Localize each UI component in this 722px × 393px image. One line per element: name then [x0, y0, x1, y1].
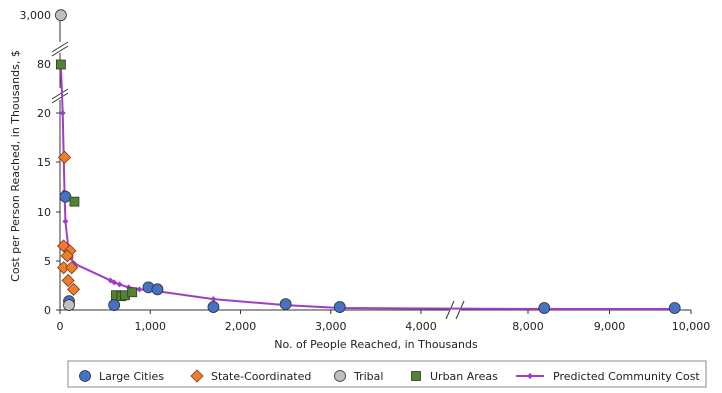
- predicted-community-cost-point: [116, 281, 123, 288]
- y-axis-break-mark: [51, 92, 69, 104]
- tribal-point: [63, 299, 75, 311]
- large-cities-point: [279, 298, 292, 310]
- legend-item-large-cities: Large Cities: [79, 370, 164, 383]
- large-cities-point: [538, 302, 551, 314]
- marks: [55, 9, 681, 314]
- predicted-community-cost-point: [136, 286, 143, 293]
- large-cities-point: [333, 301, 346, 313]
- y-tick-label: 3,000: [20, 9, 52, 22]
- predicted-community-cost-point: [62, 218, 69, 225]
- state-coordinated-point: [61, 273, 75, 288]
- x-axis-break-mark: [455, 300, 465, 320]
- legend-swatch-marker: [411, 371, 421, 381]
- x-tick-label: 0: [57, 320, 64, 333]
- legend-swatch-marker: [190, 369, 204, 383]
- y-axis-break-mark: [51, 88, 69, 100]
- legend-label: Urban Areas: [430, 370, 498, 383]
- y-tick-label: 5: [44, 255, 51, 268]
- state-coordinated-point: [65, 261, 79, 275]
- x-axis-label: No. of People Reached, in Thousands: [274, 338, 478, 351]
- large-cities-point: [151, 283, 164, 296]
- urban-areas-point: [69, 196, 80, 207]
- predicted-community-cost-line: [59, 65, 675, 311]
- large-cities-point: [108, 299, 121, 311]
- legend-item-state-coordinated: State-Coordinated: [190, 369, 311, 383]
- tribal-point: [55, 9, 67, 22]
- y-axis-break-mark: [51, 45, 69, 57]
- y-tick-label: 0: [44, 304, 51, 317]
- x-axis-break-mark: [445, 300, 455, 320]
- x-tick-label: 10,000: [672, 320, 711, 333]
- legend: Large Cities State-Coordinated Tribal Urban…: [67, 360, 707, 388]
- x-tick-label: 2,000: [225, 320, 257, 333]
- x-tick-label: 3,000: [315, 320, 347, 333]
- state-coordinated-point: [60, 249, 74, 263]
- state-coordinated-point: [57, 150, 72, 164]
- legend-swatch-marker: [334, 370, 346, 382]
- large-cities-point: [668, 302, 681, 314]
- large-cities-point: [59, 190, 72, 203]
- state-coordinated-point: [66, 282, 81, 296]
- y-axis-break-mark: [51, 41, 69, 53]
- legend-item-predicted-community-cost: Predicted Community Cost: [516, 370, 700, 383]
- y-tick-label: 15: [37, 156, 51, 169]
- x-tick-label: 4,000: [405, 320, 437, 333]
- predicted-community-cost-point: [210, 296, 217, 303]
- y-axis-label: Cost per Person Reached, in Thousands, $: [9, 50, 22, 282]
- predicted-community-cost-point: [111, 279, 118, 286]
- large-cities-point: [207, 301, 220, 313]
- legend-swatch-marker: [79, 370, 91, 382]
- legend-item-tribal: Tribal: [334, 370, 383, 383]
- legend-swatch-marker: [527, 373, 533, 379]
- legend-label: State-Coordinated: [211, 370, 311, 383]
- legend-label: Large Cities: [99, 370, 164, 383]
- y-tick-label: 20: [37, 107, 51, 120]
- legend-item-urban-areas: Urban Areas: [411, 370, 498, 383]
- legend-box: [67, 360, 707, 388]
- predicted-community-cost-point: [59, 110, 66, 116]
- x-tick-label: 1,000: [135, 320, 167, 333]
- x-tick-label: 8,000: [512, 320, 544, 333]
- legend-label: Predicted Community Cost: [553, 370, 700, 383]
- urban-areas-point: [56, 59, 66, 70]
- y-tick-label: 80: [37, 58, 51, 71]
- y-tick-label: 10: [37, 206, 51, 219]
- x-tick-label: 9,000: [594, 320, 626, 333]
- urban-areas-point: [127, 287, 138, 298]
- legend-label: Tribal: [353, 370, 383, 383]
- axes: 0 5 10 15 20 80 3,000 0 1,000 2,000 3,000 4,000 8,00…: [9, 9, 710, 351]
